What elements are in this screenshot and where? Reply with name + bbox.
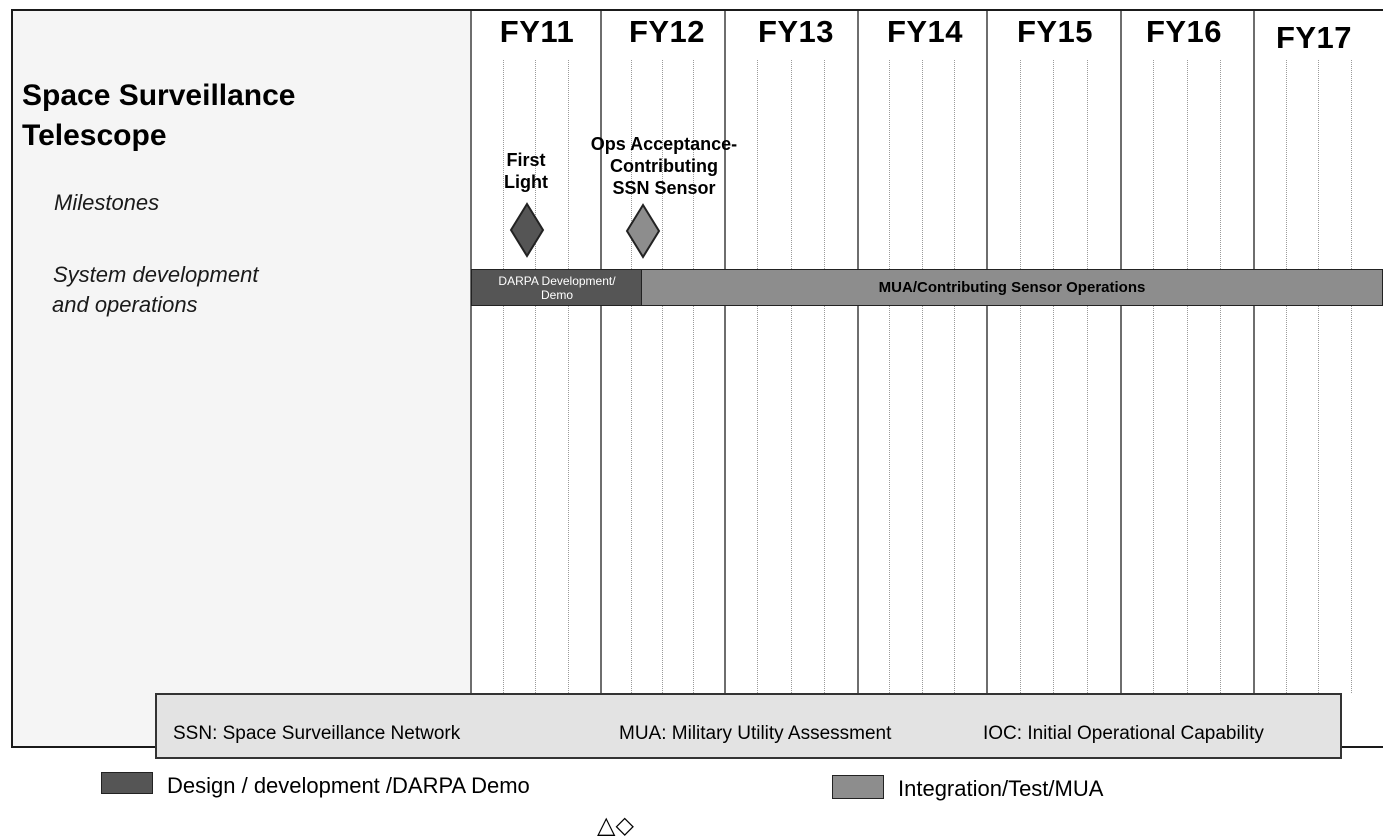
quarter-gridline: [1153, 60, 1154, 693]
abbrev-ioc: IOC: Initial Operational Capability: [983, 723, 1264, 744]
quarter-gridline: [1020, 60, 1021, 693]
bar-label-line: DARPA Development/: [498, 273, 616, 288]
year-label-fy14: FY14: [886, 14, 964, 49]
year-divider: [857, 11, 859, 693]
quarter-gridline: [954, 60, 955, 693]
year-divider: [986, 11, 988, 693]
triangle-diamond-symbols: △◇: [597, 812, 634, 839]
abbreviations-box: SSN: Space Surveillance Network MUA: Mil…: [155, 693, 1342, 759]
bar-mua-operations: MUA/Contributing Sensor Operations: [641, 269, 1383, 306]
legend-swatch-integration: [832, 775, 884, 799]
legend-label-design: Design / development /DARPA Demo: [167, 773, 530, 798]
quarter-gridline: [693, 60, 694, 693]
quarter-gridline: [757, 60, 758, 693]
quarter-gridline: [1053, 60, 1054, 693]
milestone-diamond-icon: [509, 202, 545, 258]
quarter-gridline: [824, 60, 825, 693]
quarter-gridline: [503, 60, 504, 693]
bar-label: MUA/Contributing Sensor Operations: [878, 279, 1146, 296]
quarter-gridline: [568, 60, 569, 693]
row-label-system-line2: and operations: [52, 292, 198, 317]
quarter-gridline: [631, 60, 632, 693]
year-divider: [600, 11, 602, 693]
quarter-gridline: [1351, 60, 1352, 693]
milestone-diamond-icon: [625, 203, 661, 259]
legend-swatch-design: [101, 772, 153, 794]
year-divider: [724, 11, 726, 693]
quarter-gridline: [922, 60, 923, 693]
milestone-label-line: SSN Sensor: [612, 178, 716, 198]
timeline-area: [470, 11, 1383, 746]
milestone-label-line: Light: [504, 172, 548, 192]
quarter-gridline: [1087, 60, 1088, 693]
abbrev-ssn: SSN: Space Surveillance Network: [173, 723, 461, 744]
abbrev-mua: MUA: Military Utility Assessment: [619, 723, 892, 744]
quarter-gridline: [1286, 60, 1287, 693]
year-label-fy17: FY17: [1275, 20, 1353, 55]
year-label-fy15: FY15: [1016, 14, 1094, 49]
year-label-fy13: FY13: [757, 14, 835, 49]
bar-darpa-development: DARPA Development/ Demo: [471, 269, 643, 306]
quarter-gridline: [1220, 60, 1221, 693]
quarter-gridline: [662, 60, 663, 693]
quarter-gridline: [1318, 60, 1319, 693]
milestone-label-line: Ops Acceptance-: [590, 134, 738, 154]
milestone-label-ops-acceptance: Ops Acceptance- Contributing SSN Sensor: [584, 133, 744, 199]
bar-label-line: Demo: [540, 287, 573, 302]
quarter-gridline: [535, 60, 536, 693]
milestone-label-first-light: First Light: [486, 149, 566, 193]
quarter-gridline: [889, 60, 890, 693]
year-label-fy11: FY11: [499, 14, 575, 49]
quarter-gridline: [1187, 60, 1188, 693]
year-divider: [1120, 11, 1122, 693]
milestone-label-line: Contributing: [610, 156, 718, 176]
year-divider: [1253, 11, 1255, 693]
year-divider: [470, 11, 472, 693]
page-title: Space Surveillance Telescope: [22, 79, 296, 152]
quarter-gridline: [791, 60, 792, 693]
year-label-fy16: FY16: [1145, 14, 1223, 49]
row-label-system-line1: System development: [53, 262, 259, 287]
year-label-fy12: FY12: [628, 14, 706, 49]
row-label-milestones: Milestones: [54, 190, 160, 215]
milestone-label-line: First: [506, 150, 546, 170]
legend-label-integration: Integration/Test/MUA: [898, 776, 1104, 801]
